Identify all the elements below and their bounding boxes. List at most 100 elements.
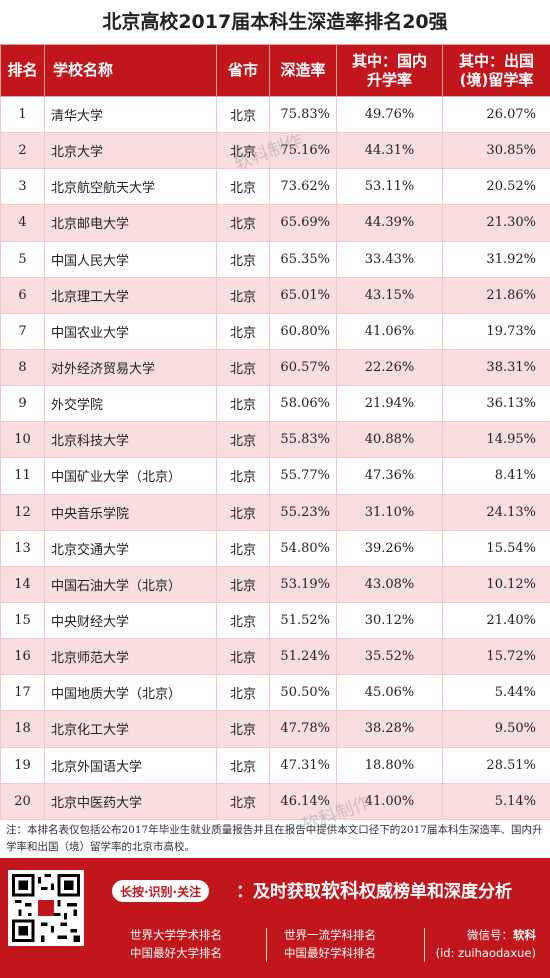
cell-domestic-rate: 43.15% [336,276,443,314]
cell-abroad-rate: 20.52% [442,168,550,206]
cell-abroad-rate: 38.31% [442,348,550,387]
cell-province: 北京 [216,385,270,423]
cell-school-name: 中国农业大学 [44,312,217,350]
cell-abroad-rate: 21.40% [442,601,550,640]
table-row: 12 中央音乐学院 北京 55.23% 31.10% 24.13% [0,493,550,531]
cell-school-name: 北京中医药大学 [44,782,217,820]
wechat-id: (id: zuihaodaxue) [435,946,536,960]
cell-province: 北京 [216,348,270,387]
cell-school-name: 北京科技大学 [44,421,217,459]
cell-domestic-rate: 22.26% [336,348,443,387]
cell-domestic-rate: 45.06% [336,674,443,712]
cell-province: 北京 [216,168,270,206]
link-arwu[interactable]: 世界大学学术排名 [130,928,222,942]
cell-rate: 55.83% [269,421,337,459]
cell-province: 北京 [216,132,270,170]
cell-province: 北京 [216,457,270,495]
header-domestic-line2: 升学率 [366,70,412,89]
cell-school-name: 北京交通大学 [44,529,217,567]
header-abroad-rate: 其中：出国 (境)留学率 [442,44,550,97]
header-province: 省市 [216,44,270,97]
cell-school-name: 北京航空航天大学 [44,168,217,206]
cell-abroad-rate: 14.95% [442,421,550,459]
slogan-prefix: ：及时获取 [236,882,321,902]
link-china-subject-ranking[interactable]: 中国最好学科排名 [284,946,376,960]
cell-province: 北京 [216,710,270,748]
cell-rank: 20 [0,782,45,820]
cell-school-name: 北京师范大学 [44,638,217,676]
cell-school-name: 中国地质大学（北京） [44,674,217,712]
link-china-university-ranking[interactable]: 中国最好大学排名 [130,946,222,960]
table-row: 15 中央财经大学 北京 51.52% 30.12% 21.40% [0,601,550,640]
cell-rate: 47.78% [269,710,337,748]
cell-school-name: 对外经济贸易大学 [44,348,217,387]
cell-rank: 15 [0,601,45,640]
cell-province: 北京 [216,674,270,712]
page-title: 北京高校2017届本科生深造率排名20强 [102,10,448,33]
header-school-name: 学校名称 [44,44,217,97]
cell-domestic-rate: 40.88% [336,421,443,459]
cell-rate: 51.52% [269,601,337,640]
table-row: 1 清华大学 北京 75.83% 49.76% 26.07% [0,95,550,134]
cell-province: 北京 [216,746,270,784]
cell-domestic-rate: 41.00% [336,782,443,820]
cell-domestic-rate: 30.12% [336,601,443,640]
cell-rank: 19 [0,746,45,784]
table-row: 17 中国地质大学（北京） 北京 50.50% 45.06% 5.44% [0,674,550,712]
cell-province: 北京 [216,240,270,278]
table-row: 7 中国农业大学 北京 60.80% 41.06% 19.73% [0,312,550,350]
slogan-brand: 软科 [321,880,360,902]
cell-school-name: 中央音乐学院 [44,493,217,531]
cell-rank: 17 [0,674,45,712]
cell-rank: 1 [0,95,45,134]
cell-domestic-rate: 18.80% [336,746,443,784]
cell-school-name: 中国人民大学 [44,240,217,278]
header-domestic-line1: 其中：国内 [351,51,427,70]
cell-province: 北京 [216,529,270,567]
cell-rank: 8 [0,348,45,387]
cell-province: 北京 [216,312,270,350]
table-row: 18 北京化工大学 北京 47.78% 38.28% 9.50% [0,710,550,748]
cell-rate: 65.01% [269,276,337,314]
wechat-label: 微信号： [467,928,513,942]
cell-abroad-rate: 24.13% [442,493,550,531]
cell-domestic-rate: 47.36% [336,457,443,495]
cell-rank: 14 [0,565,45,603]
cell-domestic-rate: 38.28% [336,710,443,748]
cell-rate: 55.77% [269,457,337,495]
cell-province: 北京 [216,601,270,640]
cell-abroad-rate: 31.92% [442,240,550,278]
cell-abroad-rate: 21.30% [442,204,550,242]
table-header-row: 排名 学校名称 省市 深造率 其中：国内 升学率 其中：出国 (境)留学率 [0,44,550,97]
cell-province: 北京 [216,421,270,459]
footnote: 注：本排名表仅包括公布2017年毕业生就业质量报告并且在报告中提供本文口径下的2… [6,824,543,853]
cell-rate: 65.35% [269,240,337,278]
footer-divider-2 [424,928,425,962]
cell-rank: 3 [0,168,45,206]
table-row: 2 北京大学 北京 75.16% 44.31% 30.85% [0,132,550,170]
header-abroad-line2: (境)留学率 [459,70,534,89]
table-row: 5 中国人民大学 北京 65.35% 33.43% 31.92% [0,240,550,278]
table-row: 9 外交学院 北京 58.06% 21.94% 36.13% [0,385,550,423]
header-rank: 排名 [0,44,45,97]
cell-rank: 13 [0,529,45,567]
table-row: 16 北京师范大学 北京 51.24% 35.52% 15.72% [0,638,550,676]
follow-pill: 长按·识别·关注 [112,880,210,902]
table-row: 4 北京邮电大学 北京 65.69% 44.39% 21.30% [0,204,550,242]
cell-school-name: 北京外国语大学 [44,746,217,784]
cell-rate: 53.19% [269,565,337,603]
table-row: 14 中国石油大学（北京） 北京 53.19% 43.08% 10.12% [0,565,550,603]
cell-rank: 7 [0,312,45,350]
cell-province: 北京 [216,493,270,531]
cell-school-name: 北京理工大学 [44,276,217,314]
qr-code-icon[interactable] [8,870,84,946]
cell-rate: 47.31% [269,746,337,784]
cell-abroad-rate: 28.51% [442,746,550,784]
cell-rate: 65.69% [269,204,337,242]
cell-abroad-rate: 19.73% [442,312,550,350]
footer-banner: 长按·识别·关注 ：及时获取软科权威榜单和深度分析 世界大学学术排名 中国最好大… [0,858,550,978]
cell-province: 北京 [216,204,270,242]
cell-school-name: 中央财经大学 [44,601,217,640]
cell-domestic-rate: 35.52% [336,638,443,676]
link-gras[interactable]: 世界一流学科排名 [284,928,376,942]
